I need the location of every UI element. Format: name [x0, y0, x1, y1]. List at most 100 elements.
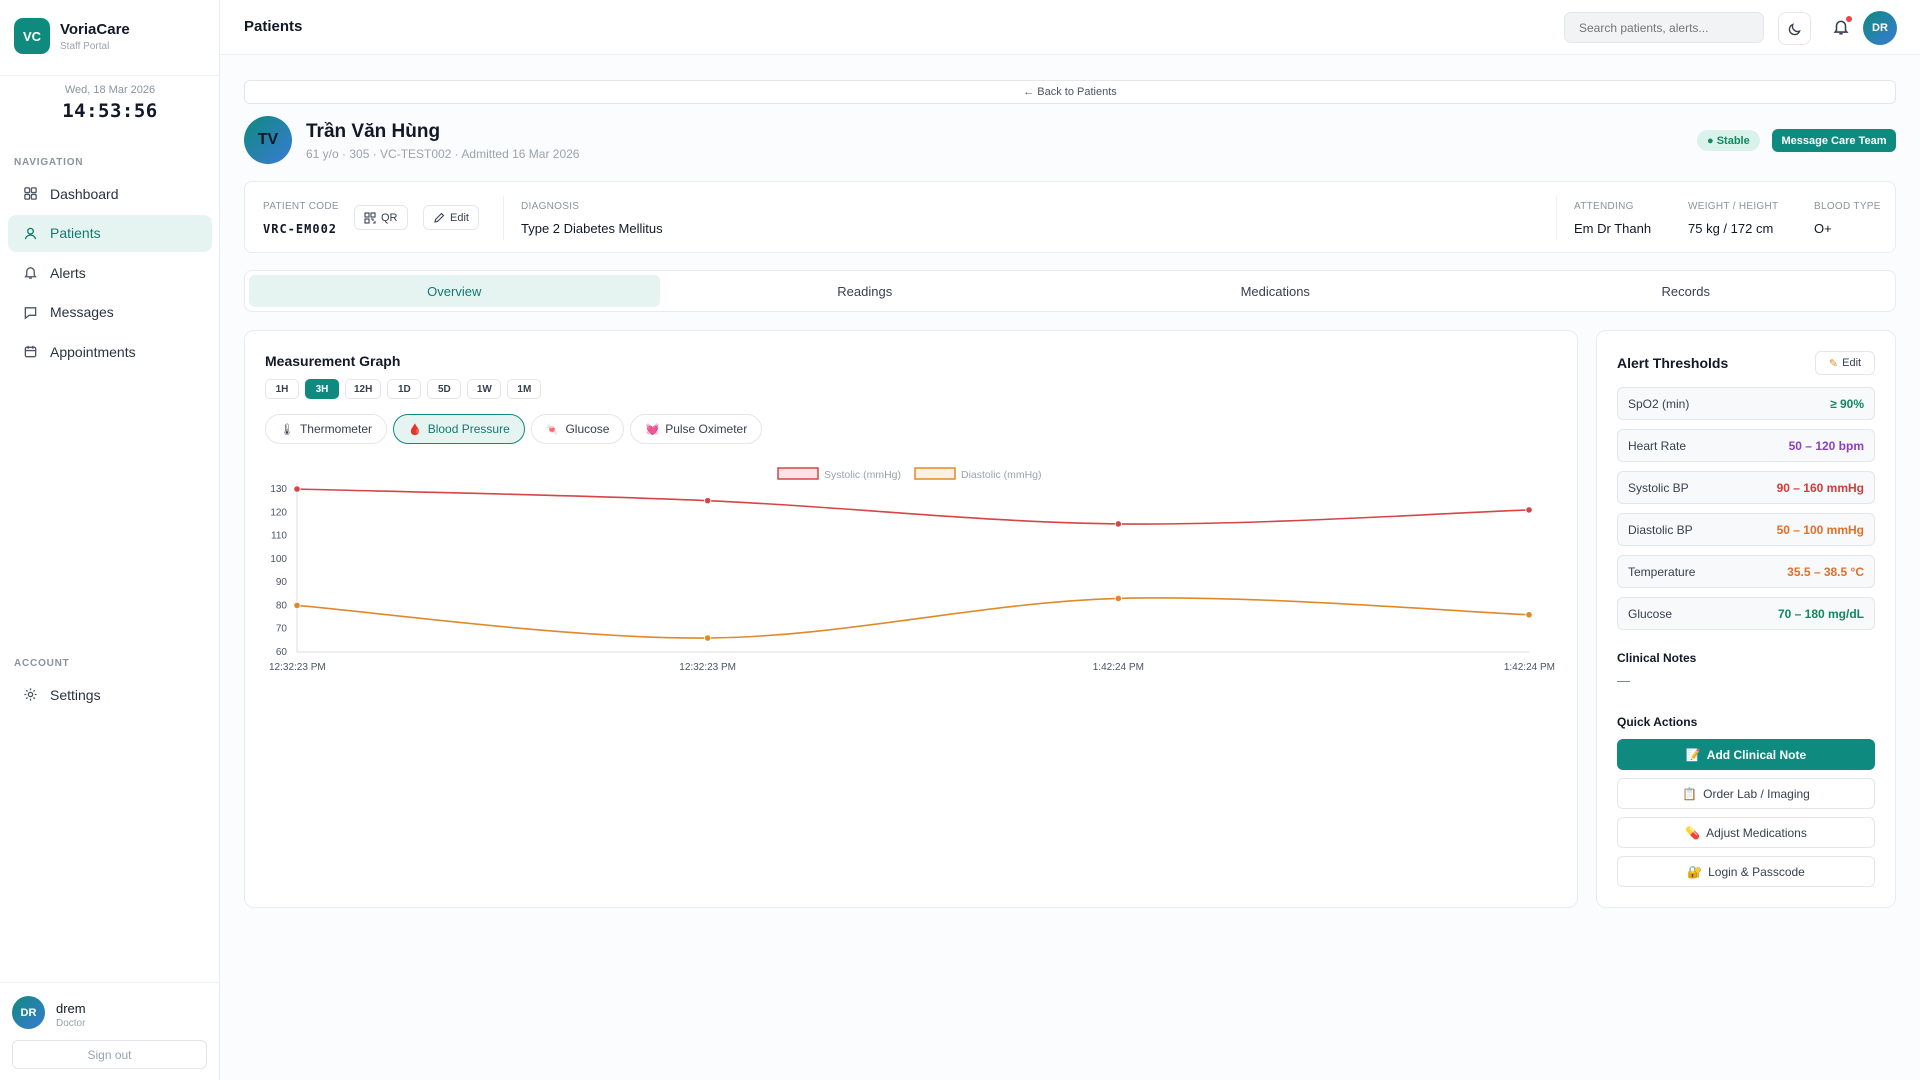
- lock-icon: 🔐: [1687, 864, 1703, 879]
- range-3h-button[interactable]: 3H: [305, 379, 339, 399]
- blood-type: O+: [1814, 221, 1832, 236]
- notifications-button[interactable]: [1828, 14, 1854, 40]
- threshold-row: Diastolic BP 50 – 100 mmHg: [1617, 513, 1875, 546]
- order-lab-imaging-button[interactable]: 📋 Order Lab / Imaging: [1617, 778, 1875, 809]
- sidebar-item-patients[interactable]: Patients: [8, 214, 212, 252]
- sidebar-item-dashboard[interactable]: Dashboard: [8, 175, 212, 212]
- user-role: Doctor: [56, 1018, 86, 1029]
- add-clinical-note-button[interactable]: 📝 Add Clinical Note: [1617, 739, 1875, 770]
- sensor-thermometer-button[interactable]: 🌡 Thermometer: [265, 414, 387, 444]
- brand-logo: VC: [14, 18, 50, 54]
- notification-dot: [1846, 16, 1852, 22]
- sensor-label: Thermometer: [299, 422, 372, 436]
- threshold-row: Heart Rate 50 – 120 bpm: [1617, 429, 1875, 462]
- range-1m-button[interactable]: 1M: [507, 379, 542, 399]
- status-badge: ● Stable: [1697, 130, 1760, 151]
- range-12h-button[interactable]: 12H: [345, 379, 382, 399]
- tab-overview[interactable]: Overview: [249, 275, 660, 307]
- bell-icon: [22, 265, 38, 281]
- adjust-medications-button[interactable]: 💊 Adjust Medications: [1617, 817, 1875, 848]
- tab-medications[interactable]: Medications: [1240, 283, 1310, 299]
- clock-date: Wed, 18 Mar 2026: [64, 84, 156, 96]
- attending-label: ATTENDING: [1574, 201, 1634, 212]
- sensor-pulse-oximeter-button[interactable]: 💓 Pulse Oximeter: [630, 414, 763, 444]
- threshold-name: Glucose: [1628, 606, 1673, 621]
- message-care-team-button[interactable]: Message Care Team: [1772, 129, 1896, 152]
- threshold-name: Heart Rate: [1628, 438, 1687, 453]
- heart-icon: 💓: [645, 423, 660, 436]
- nav-section-label: NAVIGATION: [14, 157, 84, 168]
- sign-out-button[interactable]: Sign out: [12, 1040, 207, 1069]
- qr-icon: [364, 211, 376, 224]
- patient-avatar: TV: [244, 116, 292, 164]
- patient-code: VRC-EM002: [263, 222, 338, 236]
- patient-name: Trần Văn Hùng: [306, 121, 441, 142]
- threshold-value: 90 – 160 mmHg: [1776, 480, 1864, 495]
- x-tick-label: 1:42:24 PM: [1093, 662, 1144, 673]
- legend-swatch: [777, 467, 819, 480]
- sidebar-item-messages[interactable]: Messages: [8, 294, 212, 331]
- alert-thresholds-card: Alert Thresholds ✎ Edit SpO2 (min) ≥ 90% H…: [1596, 330, 1896, 908]
- threshold-name: SpO2 (min): [1628, 396, 1690, 411]
- threshold-value: 50 – 100 mmHg: [1776, 522, 1864, 537]
- edit-code-button[interactable]: Edit: [423, 205, 479, 230]
- qr-button[interactable]: QR: [354, 205, 408, 230]
- blood-pressure-chart: 60 70 80 90 100 110 120 130 12:32:23 PM 12:32:23 …: [269, 467, 1555, 673]
- patient-info-card: PATIENT CODE VRC-EM002 QR Edit DIAGNOSIS…: [244, 181, 1896, 253]
- range-5d-button[interactable]: 5D: [427, 379, 462, 399]
- pencil-icon: [434, 212, 445, 223]
- thermometer-icon: 🌡: [280, 423, 294, 436]
- range-selector: 1H 3H 12H 1D 5D 1W 1M: [265, 379, 542, 399]
- qr-label: QR: [381, 211, 398, 224]
- threshold-name: Systolic BP: [1628, 480, 1689, 495]
- sidebar-nav: Dashboard Patients Alerts Messages Appoi…: [8, 175, 212, 373]
- calendar-icon: [22, 344, 38, 360]
- dark-mode-toggle[interactable]: [1778, 12, 1811, 45]
- y-tick-label: 80: [276, 600, 288, 611]
- clock-time: 14:53:56: [62, 100, 158, 122]
- sidebar-item-label: Messages: [50, 304, 114, 320]
- sensor-label: Glucose: [565, 422, 610, 436]
- search-input[interactable]: [1564, 12, 1764, 43]
- sensor-selector: 🌡 Thermometer 🩸 Blood Pressure 🍬 Glucose…: [265, 414, 763, 444]
- avatar[interactable]: DR: [12, 996, 45, 1029]
- action-label: Add Clinical Note: [1706, 747, 1807, 762]
- candy-icon: 🍬: [545, 423, 560, 436]
- page-title: Patients: [244, 18, 303, 35]
- data-point: [1525, 506, 1533, 514]
- threshold-row: Glucose 70 – 180 mg/dL: [1617, 597, 1875, 630]
- edit-thresholds-button[interactable]: ✎ Edit: [1815, 351, 1875, 375]
- back-to-patients-link[interactable]: ← Back to Patients: [244, 80, 1896, 104]
- y-tick-label: 130: [270, 484, 287, 495]
- sidebar-item-alerts[interactable]: Alerts: [8, 254, 212, 291]
- quick-actions-title: Quick Actions: [1617, 715, 1698, 729]
- login-passcode-button[interactable]: 🔐 Login & Passcode: [1617, 856, 1875, 887]
- sidebar-item-appointments[interactable]: Appointments: [8, 333, 212, 370]
- sensor-blood-pressure-button[interactable]: 🩸 Blood Pressure: [393, 414, 525, 444]
- tab-records[interactable]: Records: [1661, 283, 1710, 299]
- pencil-icon: ✎: [1828, 357, 1839, 370]
- user-box: DR drem Doctor Sign out: [0, 982, 220, 1080]
- legend-label: Systolic (mmHg): [824, 469, 901, 481]
- moon-icon: [1788, 22, 1801, 35]
- tab-readings[interactable]: Readings: [837, 283, 893, 299]
- threshold-name: Temperature: [1628, 564, 1696, 579]
- range-1h-button[interactable]: 1H: [265, 379, 299, 399]
- action-label: Order Lab / Imaging: [1703, 786, 1810, 801]
- clock: Wed, 18 Mar 2026 14:53:56: [0, 84, 220, 122]
- avatar[interactable]: DR: [1863, 11, 1897, 45]
- range-1w-button[interactable]: 1W: [467, 379, 502, 399]
- sidebar: VC VoriaCare Staff Portal Wed, 18 Mar 20…: [0, 0, 220, 1080]
- range-1d-button[interactable]: 1D: [387, 379, 422, 399]
- sensor-glucose-button[interactable]: 🍬 Glucose: [530, 414, 625, 444]
- topbar: Patients DR: [220, 0, 1920, 55]
- action-label: Adjust Medications: [1706, 825, 1807, 840]
- data-point: [293, 601, 301, 610]
- data-point: [293, 485, 301, 493]
- sidebar-item-settings[interactable]: Settings: [8, 676, 212, 713]
- brand[interactable]: VC VoriaCare Staff Portal: [14, 18, 130, 54]
- gear-icon: [22, 687, 38, 703]
- x-tick-label: 12:32:23 PM: [269, 662, 326, 673]
- account-section-label: ACCOUNT: [14, 658, 70, 669]
- clipboard-icon: 📋: [1682, 786, 1698, 801]
